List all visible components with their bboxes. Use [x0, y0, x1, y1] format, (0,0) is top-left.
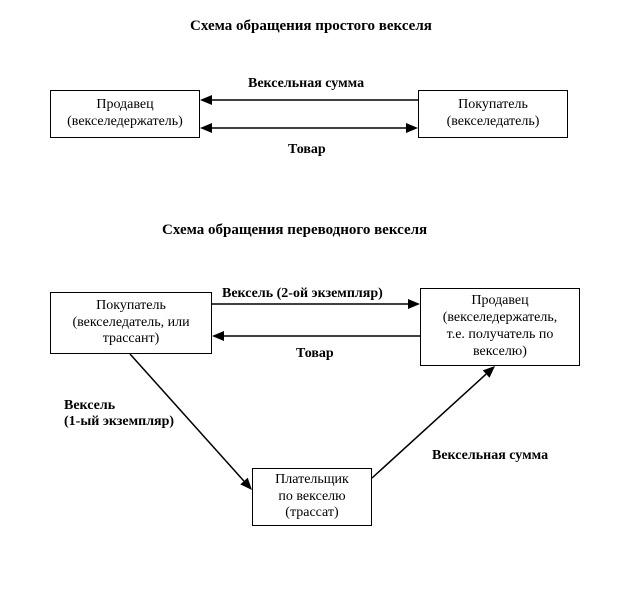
d2-edge-leftdown-label: Вексель (1-ый экземпляр) [64, 398, 174, 430]
diagram2-title: Схема обращения переводного векселя [162, 222, 427, 239]
page: Схема обращения простого векселя Продаве… [0, 0, 622, 591]
d1-node-seller: Продавец (векселедержатель) [50, 90, 200, 138]
d2-edge-rightup-label: Вексельная сумма [432, 448, 548, 464]
d2-edge-mid-label: Товар [296, 346, 334, 362]
d2-node-buyer: Покупатель (векселедатель, или трассант) [50, 292, 212, 354]
d1-edge-top-label: Вексельная сумма [248, 76, 364, 92]
d1-node-buyer: Покупатель (векселедатель) [418, 90, 568, 138]
diagram1-title: Схема обращения простого векселя [190, 18, 432, 35]
d2-node-seller: Продавец (векселедержатель, т.е. получат… [420, 288, 580, 366]
d2-edge-top-label: Вексель (2-ой экземпляр) [222, 286, 383, 302]
d2-node-payer: Плательщик по векселю (трассат) [252, 468, 372, 526]
d1-edge-bottom-label: Товар [288, 142, 326, 158]
